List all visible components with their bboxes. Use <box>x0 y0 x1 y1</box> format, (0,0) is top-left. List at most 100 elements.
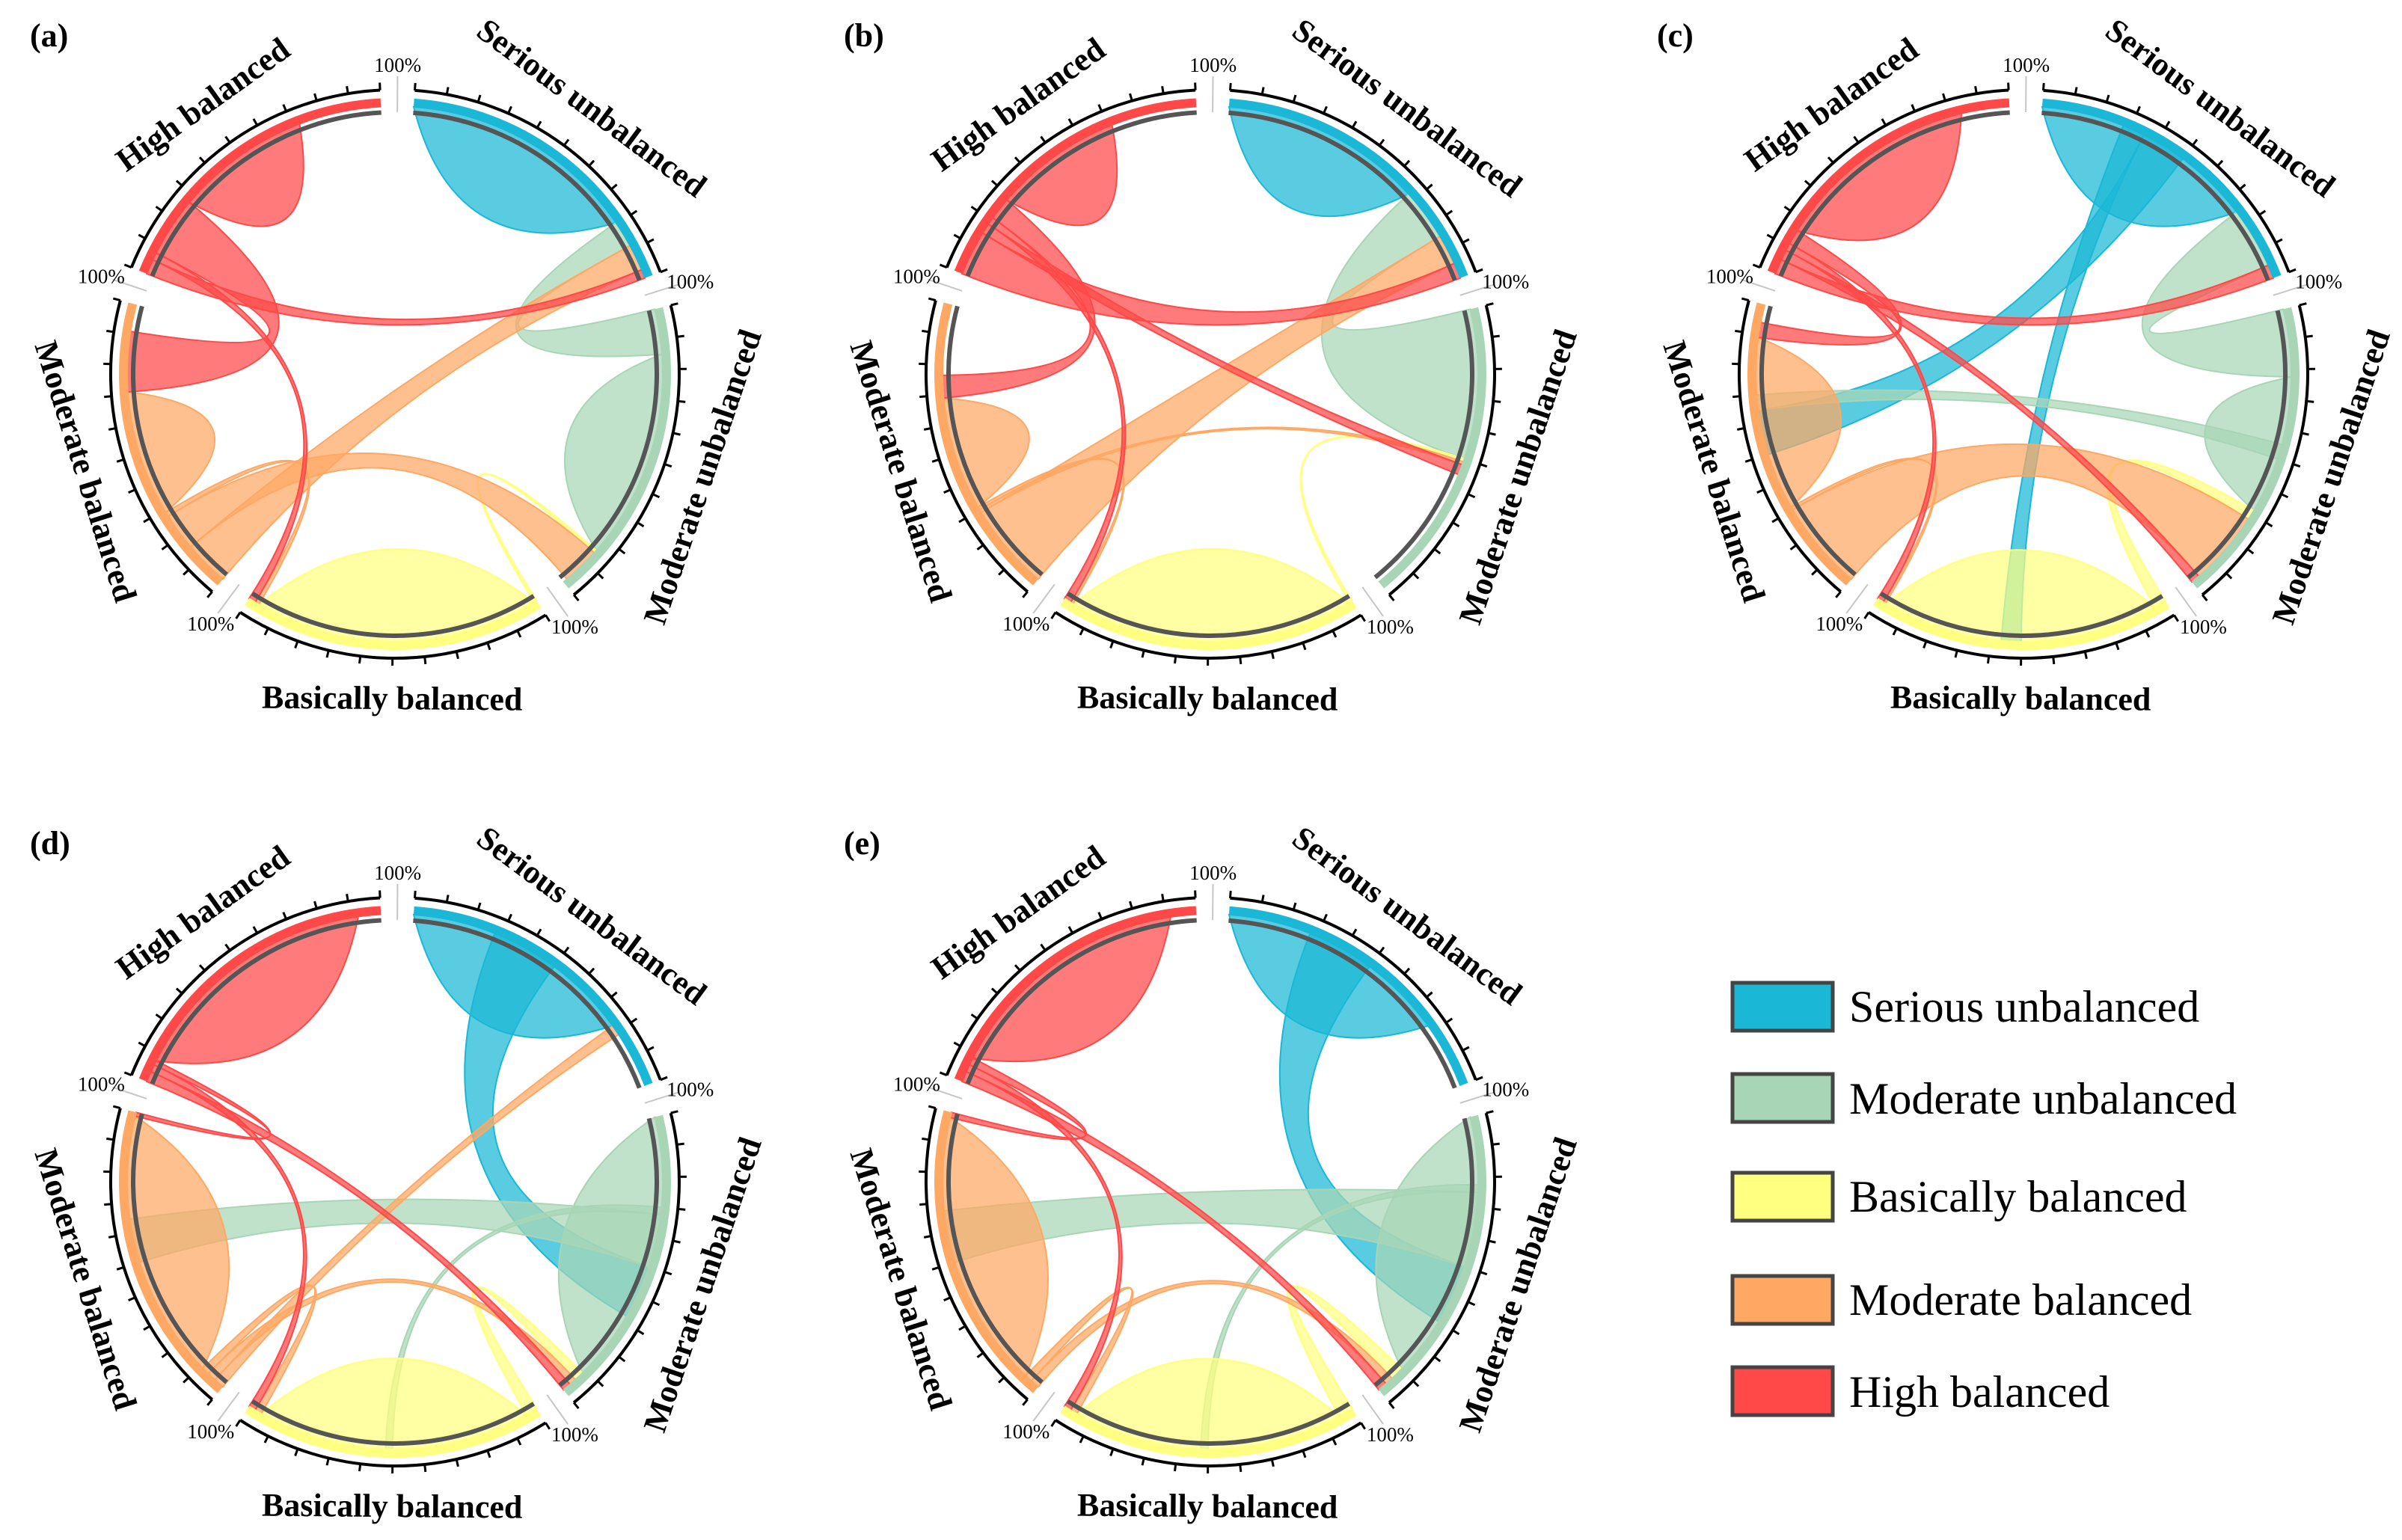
axis-tick <box>1022 591 1029 598</box>
segment-axis-high-balanced <box>1758 88 2009 269</box>
axis-tick <box>1771 517 1780 524</box>
segment-inner-arc-moderate-unbalanced <box>558 310 659 580</box>
axis-tick <box>1467 1301 1476 1307</box>
axis-tick <box>630 1017 638 1024</box>
axis-tick <box>970 206 978 212</box>
axis-tick <box>943 488 952 494</box>
axis-tick <box>939 263 948 269</box>
axis-tick <box>1141 650 1145 658</box>
axis-tick <box>1067 926 1074 934</box>
axis-tick <box>563 138 570 147</box>
axis-tick <box>313 901 318 909</box>
segment-gap <box>111 274 149 297</box>
axis-tick <box>263 1435 269 1444</box>
axis-tick <box>1079 628 1085 636</box>
axis-tick <box>235 1419 242 1427</box>
axis-tick <box>1426 183 1433 191</box>
segment-axis-moderate-balanced <box>924 1108 1029 1401</box>
axis-tick <box>637 1329 645 1336</box>
axis-tick <box>1351 928 1358 936</box>
axis-tick <box>1403 967 1411 975</box>
segment-gap <box>1357 583 1388 620</box>
axis-tick <box>1323 105 1328 114</box>
axis-tick <box>1332 630 1338 638</box>
axis-tick <box>2115 642 2120 651</box>
axis-end-label: 100% <box>1482 1079 1529 1101</box>
axis-tick <box>953 1041 961 1048</box>
axis-tick <box>1486 302 1494 307</box>
axis-tick <box>1239 656 1243 665</box>
axis-tick <box>618 1355 626 1363</box>
axis-end-label: 100% <box>78 1073 125 1096</box>
segment-gap-edge <box>1741 278 1776 292</box>
segment-band-moderate-balanced <box>119 302 224 586</box>
axis-tick <box>155 1013 163 1020</box>
axis-end-label: 100% <box>667 1079 714 1101</box>
axis-tick <box>507 105 512 114</box>
axis-tick <box>1853 135 1860 144</box>
axis-tick <box>1756 488 1765 494</box>
segment-inner-arc-basically-balanced <box>251 1399 536 1446</box>
segment-band-moderate-unbalanced <box>563 307 671 589</box>
axis-tick <box>1174 1464 1177 1472</box>
legend-item: Moderate balanced <box>1730 1274 2192 1326</box>
segment-band-high-balanced <box>138 906 382 1082</box>
segment-band-moderate-balanced <box>934 302 1039 586</box>
axis-tick <box>646 1046 655 1052</box>
category-label-basically-balanced: Basically balanced <box>1077 679 1338 718</box>
axis-tick <box>1194 890 1197 898</box>
axis-tick <box>1050 1419 1057 1427</box>
segment-axis-moderate-unbalanced <box>572 304 681 596</box>
segment-gap <box>1841 580 1873 617</box>
segment-band-moderate-balanced <box>1747 302 1852 586</box>
segment-inner-arc-high-balanced <box>150 110 382 277</box>
legend-item: Moderate unbalanced <box>1730 1072 2237 1124</box>
segment-axis-high-balanced <box>945 896 1196 1076</box>
segment-axis-serious-unbalanced <box>414 88 662 273</box>
axis-tick <box>1403 159 1411 168</box>
segment-inner-arc-moderate-unbalanced <box>1373 310 1474 580</box>
axis-tick <box>660 268 668 274</box>
segment-axis-high-balanced <box>129 896 381 1076</box>
segment-band-serious-unbalanced <box>1228 906 1468 1087</box>
axis-end-label: 100% <box>667 271 714 293</box>
segment-band-moderate-unbalanced <box>563 1114 671 1396</box>
segment-inner-arc-moderate-balanced <box>130 305 228 577</box>
axis-tick <box>1302 642 1307 651</box>
axis-tick <box>1479 1271 1488 1276</box>
segment-inner-arc-high-balanced <box>150 918 382 1085</box>
segment-gap <box>2170 583 2202 620</box>
axis-tick <box>923 427 932 431</box>
axis-tick <box>1292 902 1297 911</box>
segment-gap <box>1739 274 1777 297</box>
segment-axis-moderate-balanced <box>1737 300 1842 593</box>
axis-tick <box>1954 650 1958 658</box>
axis-tick <box>2246 547 2255 555</box>
axis-tick <box>1827 156 1834 164</box>
axis-tick <box>477 94 482 103</box>
axis-tick <box>670 302 678 307</box>
axis-tick <box>1239 1464 1243 1473</box>
axis-tick <box>1493 399 1501 403</box>
segment-inner-arc-basically-balanced <box>1879 591 2164 638</box>
axis-tick <box>2052 656 2056 665</box>
axis-tick <box>588 967 595 975</box>
axis-tick <box>1174 656 1177 664</box>
segment-band-high-balanced <box>954 906 1197 1082</box>
axis-tick <box>652 493 661 499</box>
axis-tick <box>455 651 459 660</box>
axis-tick <box>104 1203 112 1206</box>
axis-tick <box>1378 138 1385 147</box>
axis-tick <box>294 1448 299 1457</box>
axis-tick <box>1292 94 1297 103</box>
segment-gap-edge <box>2175 586 2197 617</box>
segment-band-high-balanced <box>1767 98 2010 274</box>
axis-tick <box>1014 156 1021 164</box>
axis-tick <box>1433 1355 1441 1363</box>
axis-tick <box>1412 572 1420 580</box>
axis-tick <box>1752 263 1761 269</box>
segment-gap <box>111 1082 149 1105</box>
axis-tick <box>1911 104 1916 112</box>
axis-tick <box>637 521 645 528</box>
segment-gap-edge <box>546 586 569 617</box>
